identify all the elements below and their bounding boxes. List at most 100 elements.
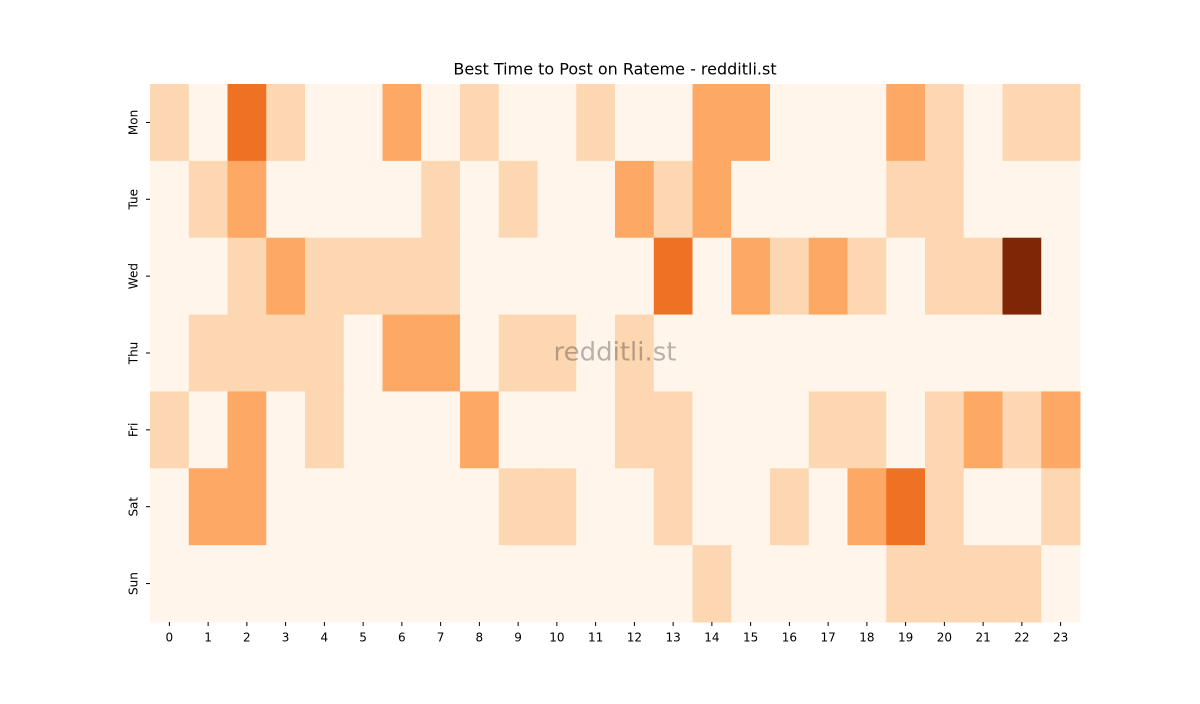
heat-cell bbox=[188, 314, 228, 392]
heat-cell bbox=[421, 84, 461, 162]
heat-cell bbox=[615, 84, 655, 162]
heat-cell bbox=[963, 314, 1003, 392]
heat-cell bbox=[343, 545, 383, 623]
heat-cell bbox=[305, 545, 345, 623]
x-tick-label: 22 bbox=[1014, 631, 1029, 645]
heat-cell bbox=[227, 545, 267, 623]
x-tick-label: 12 bbox=[627, 631, 642, 645]
heat-cell bbox=[460, 314, 500, 392]
heat-cell bbox=[576, 391, 616, 469]
heat-cell bbox=[808, 545, 848, 623]
heat-cell bbox=[460, 545, 500, 623]
heat-cell bbox=[537, 468, 577, 546]
heat-cell bbox=[576, 237, 616, 316]
heat-cell bbox=[963, 545, 1003, 623]
heat-cell bbox=[925, 468, 965, 546]
heat-cell bbox=[692, 545, 732, 623]
heat-cell bbox=[421, 468, 461, 546]
x-tick-label: 8 bbox=[476, 631, 484, 645]
heat-cell bbox=[537, 84, 577, 162]
heat-cell bbox=[925, 545, 965, 623]
heat-cell bbox=[150, 545, 190, 623]
heat-cell bbox=[808, 391, 848, 469]
heat-cell bbox=[770, 391, 810, 469]
heat-cell bbox=[808, 314, 848, 392]
heat-cell bbox=[692, 237, 732, 316]
heat-cell bbox=[498, 314, 538, 392]
heat-cell bbox=[925, 84, 965, 162]
heat-cell bbox=[1002, 237, 1042, 316]
x-tick-label: 20 bbox=[937, 631, 952, 645]
heat-cell bbox=[343, 314, 383, 392]
heat-cell bbox=[150, 84, 190, 162]
heat-cell bbox=[886, 314, 926, 392]
heat-cell bbox=[498, 545, 538, 623]
heat-cell bbox=[266, 84, 306, 162]
heat-cell bbox=[963, 237, 1003, 316]
heat-cell bbox=[382, 160, 422, 239]
heat-cell bbox=[460, 468, 500, 546]
heat-cell bbox=[266, 237, 306, 316]
heat-cell bbox=[343, 84, 383, 162]
heat-cell bbox=[266, 545, 306, 623]
heat-cell bbox=[847, 84, 887, 162]
heat-cell bbox=[305, 84, 345, 162]
heat-cell bbox=[615, 160, 655, 239]
heat-cell bbox=[1041, 545, 1081, 623]
heat-cell bbox=[653, 160, 693, 239]
heat-cell bbox=[305, 237, 345, 316]
x-tick-label: 16 bbox=[782, 631, 797, 645]
heat-cell bbox=[653, 545, 693, 623]
heat-cell bbox=[576, 468, 616, 546]
heat-cell bbox=[498, 468, 538, 546]
heat-cell bbox=[227, 314, 267, 392]
heat-cell bbox=[498, 391, 538, 469]
heat-cell bbox=[808, 160, 848, 239]
heat-cell bbox=[847, 237, 887, 316]
heat-cell bbox=[963, 160, 1003, 239]
heat-cell bbox=[963, 391, 1003, 469]
heat-cell bbox=[227, 237, 267, 316]
heat-cell bbox=[382, 237, 422, 316]
x-tick-label: 10 bbox=[549, 631, 564, 645]
heat-cell bbox=[1002, 468, 1042, 546]
heat-cell bbox=[305, 314, 345, 392]
heat-cell bbox=[653, 237, 693, 316]
heat-cell bbox=[847, 160, 887, 239]
heat-cell bbox=[537, 391, 577, 469]
x-tick-label: 1 bbox=[204, 631, 212, 645]
heat-cell bbox=[498, 84, 538, 162]
heat-cell bbox=[615, 237, 655, 316]
heat-cell bbox=[382, 84, 422, 162]
heat-cell bbox=[770, 314, 810, 392]
heat-cell bbox=[576, 160, 616, 239]
heat-cell bbox=[653, 468, 693, 546]
x-tick-label: 18 bbox=[859, 631, 874, 645]
heat-cell bbox=[731, 314, 771, 392]
x-tick-label: 19 bbox=[898, 631, 913, 645]
heat-cell bbox=[1041, 314, 1081, 392]
heat-cell bbox=[925, 237, 965, 316]
heat-cell bbox=[537, 314, 577, 392]
heat-cell bbox=[498, 160, 538, 239]
x-tick-label: 4 bbox=[321, 631, 329, 645]
watermark: redditli.st bbox=[554, 338, 677, 368]
heat-cell bbox=[770, 160, 810, 239]
heat-cell bbox=[460, 391, 500, 469]
x-tick-label: 15 bbox=[743, 631, 758, 645]
heat-cell bbox=[576, 545, 616, 623]
heat-cell bbox=[615, 391, 655, 469]
heat-cell bbox=[808, 237, 848, 316]
heat-cell bbox=[886, 237, 926, 316]
heat-cell bbox=[305, 160, 345, 239]
y-tick-label: Tue bbox=[127, 189, 141, 211]
heat-cell bbox=[770, 84, 810, 162]
y-tick-label: Sat bbox=[127, 497, 141, 517]
chart-title: Best Time to Post on Rateme - redditli.s… bbox=[453, 60, 776, 79]
heat-cell bbox=[963, 84, 1003, 162]
x-tick-label: 11 bbox=[588, 631, 603, 645]
heat-cell bbox=[770, 468, 810, 546]
heat-cell bbox=[731, 160, 771, 239]
heat-cell bbox=[1002, 314, 1042, 392]
